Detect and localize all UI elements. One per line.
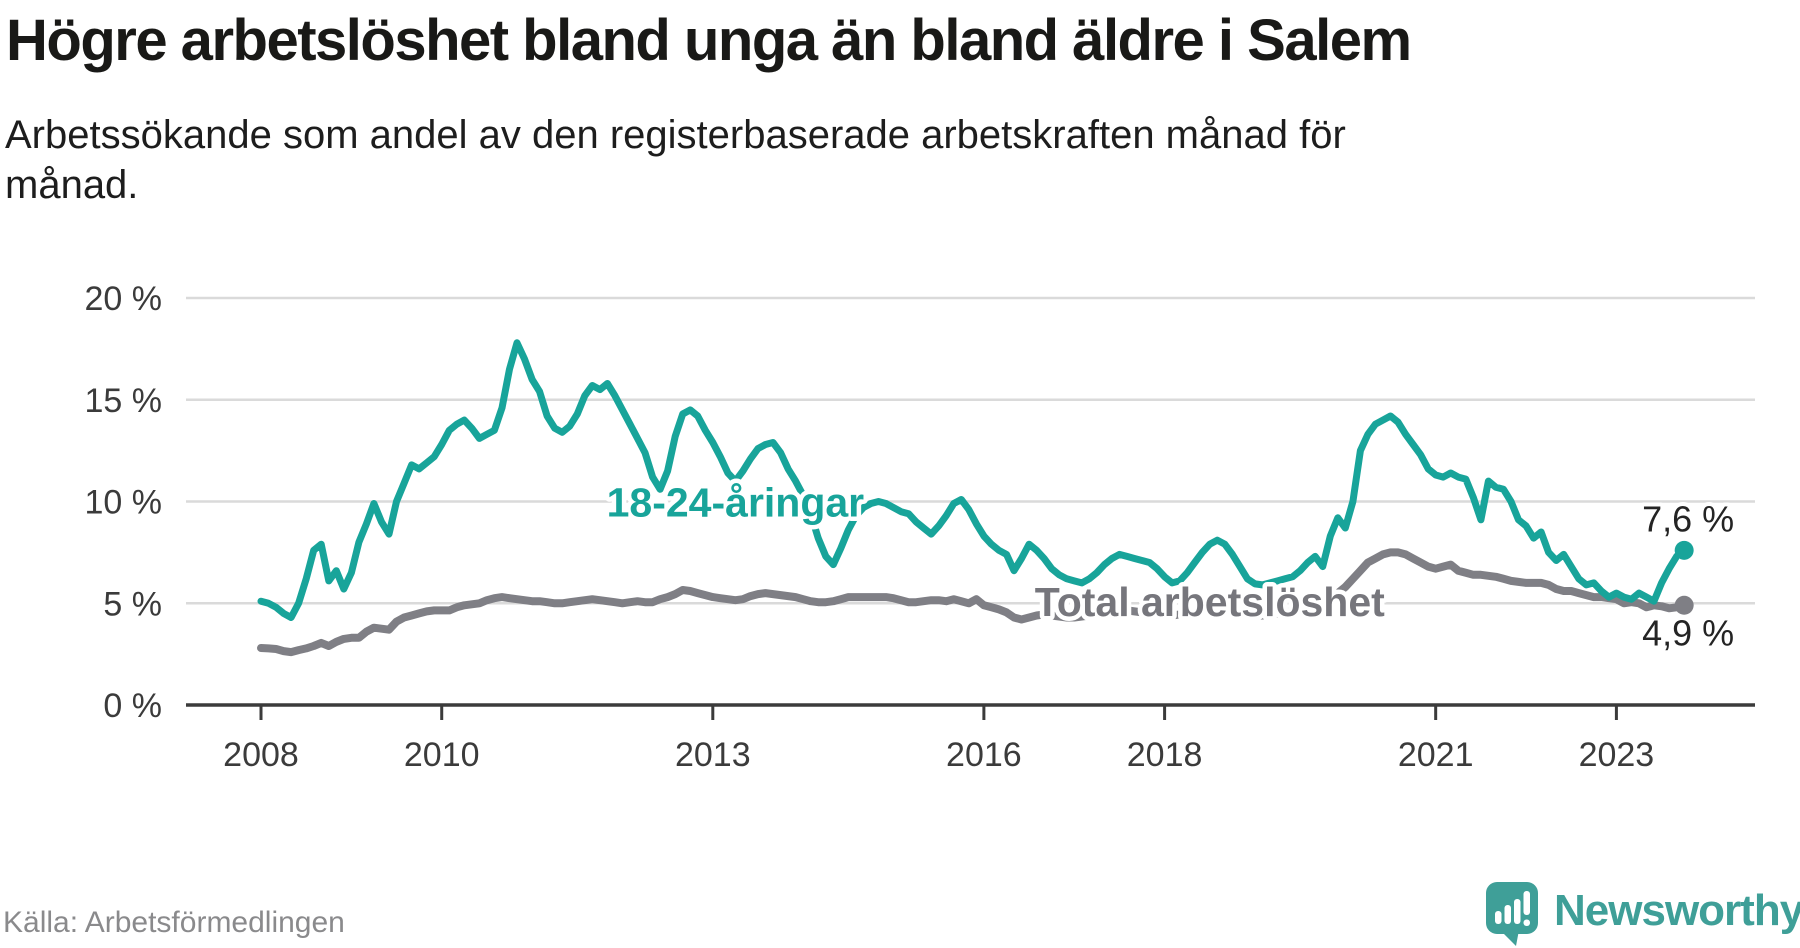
y-tick-label-0pct: 0 % [103,687,162,725]
x-tick-label-2008: 2008 [223,736,299,774]
newsworthy-wordmark: Newsworthy [1554,886,1800,935]
y-tick-label-5pct: 5 % [103,585,162,623]
series-label-1: 18-24-åringar [607,480,865,526]
subtitle-line-1: Arbetssökande som andel av den registerb… [5,113,1346,157]
series-end-dot-1 [1674,540,1694,560]
chart-subtitle: Arbetssökande som andel av den registerb… [5,110,1346,210]
series-label-0: Total arbetslöshet [1035,579,1385,625]
x-tick-label-2010: 2010 [404,736,480,774]
source-note: Källa: Arbetsförmedlingen [3,906,345,939]
newsworthy-bar-chart-icon [1486,882,1538,946]
series-end-dot-0 [1674,595,1694,615]
subtitle-line-2: månad. [5,163,139,207]
x-tick-label-2016: 2016 [946,736,1022,774]
y-tick-label-20pct: 20 % [85,280,163,318]
newsworthy-logo: Newsworthy [1486,882,1800,946]
y-tick-label-10pct: 10 % [85,484,163,522]
series-line-0 [257,548,1689,657]
x-tick-label-2018: 2018 [1127,736,1203,774]
series-line-1 [257,339,1688,621]
x-tick-label-2021: 2021 [1398,736,1474,774]
y-tick-label-15pct: 15 % [85,382,163,420]
series-end-label-1: 7,6 % [1642,498,1734,539]
x-tick-label-2013: 2013 [675,736,751,774]
x-tick-label-2023: 2023 [1579,736,1655,774]
series-end-label-0: 4,9 % [1642,612,1734,653]
page-title: Högre arbetslöshet bland unga än bland ä… [6,8,1412,73]
